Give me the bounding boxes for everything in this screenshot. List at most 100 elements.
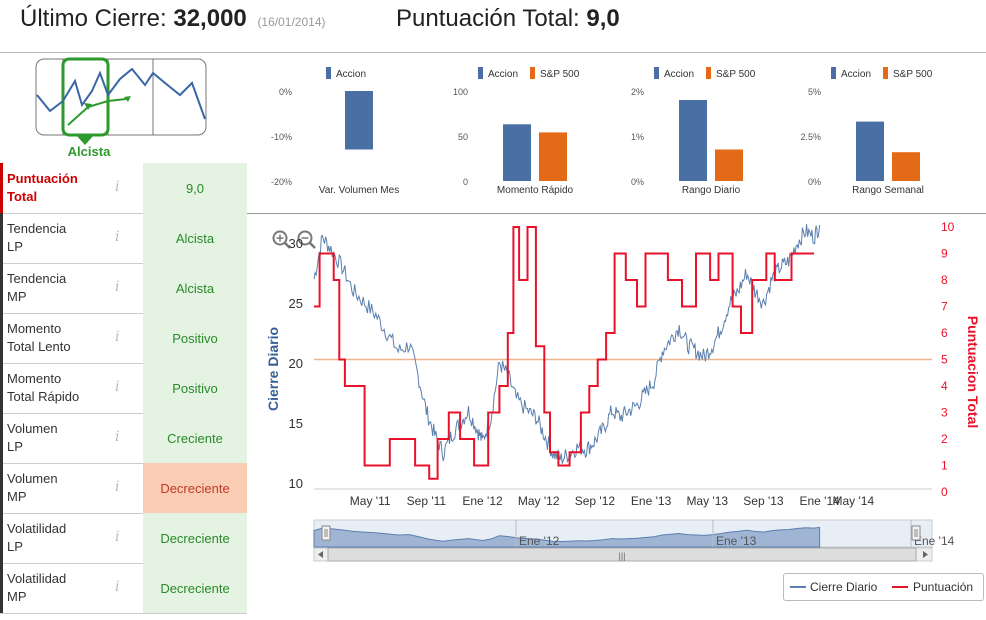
legend-item-puntuacion[interactable]: Puntuación [913,580,973,594]
score-row-value: Positivo [143,313,247,363]
info-icon[interactable]: i [115,229,120,245]
y-right-tick: 6 [941,326,948,340]
mini-y-tick: 5% [808,87,821,97]
score-row-label-line1: Volumen [7,421,58,436]
legend-item-cierre[interactable]: Cierre Diario [810,580,878,594]
score-row-label-line2: MP [7,589,27,604]
series-cierre-diario[interactable] [313,224,821,464]
legend-label: S&P 500 [716,69,756,80]
trend-selector: Alcista [0,53,247,163]
mini-bar[interactable] [679,100,707,181]
score-row-label-line2: Total Rápido [7,389,80,404]
mini-chart: Accion S&P 500 100 50 0 Momento Rápido [453,67,580,196]
score-row-label-line1: Tendencia [7,221,67,236]
y-left-tick: 20 [289,356,303,371]
mini-y-tick: 0% [808,177,821,187]
mini-bar[interactable] [345,91,373,150]
info-icon[interactable]: i [115,179,120,195]
total-score-value: 9,0 [586,5,620,32]
legend-swatch [326,67,331,79]
legend-label: S&P 500 [893,69,933,80]
y-right-tick: 4 [941,379,948,393]
mini-bar[interactable] [715,149,743,182]
score-row-label-line1: Tendencia [7,271,67,286]
mini-bar[interactable] [856,121,884,181]
score-row-value: Alcista [143,213,247,263]
y-left-tick: 10 [289,476,303,491]
info-icon[interactable]: i [115,529,120,545]
score-row-label-line1: Volatilidad [7,571,67,586]
score-row: Volatilidad LP i Decreciente [0,513,247,564]
mini-chart: Accion 0% -10% -20% Var. Volumen Mes [271,67,399,196]
navigator-handle-left[interactable] [321,525,331,541]
mini-y-tick: 2% [631,87,644,97]
navigator-label: Ene '13 [716,534,757,548]
y-right-tick: 10 [941,220,955,234]
scrollbar-thumb[interactable] [327,547,917,562]
price-score-chart: 10 15 20 25 30 0 1 2 3 4 5 6 7 8 9 10 Cierre Diario Puntu… [250,215,986,615]
score-row-label-line1: Momento [7,321,62,336]
info-icon[interactable]: i [115,479,120,495]
score-row-value: Decreciente [143,513,247,563]
last-close-date: (16/01/2014) [257,15,326,29]
mini-bar[interactable] [892,152,920,181]
total-score: Puntuación Total: 9,0 [396,5,620,33]
score-row-value: Decreciente [143,463,247,513]
x-tick: Ene '12 [462,494,503,508]
mini-bar[interactable] [539,132,567,181]
y-right-tick: 5 [941,353,948,367]
scroll-right-icon[interactable] [923,551,928,558]
legend-label: Accion [336,69,366,80]
zoom-out-icon[interactable] [297,230,316,249]
score-row-label: Volumen MP [0,463,143,513]
info-icon[interactable]: i [115,279,120,295]
y-right-tick: 8 [941,273,948,287]
mini-chart: Accion S&P 500 5% 2.5% 0% Rango Semanal [800,67,933,196]
score-row-label: Momento Total Rápido [0,363,143,413]
scroll-left-icon[interactable] [318,551,323,558]
x-tick: May '11 [350,494,391,508]
score-row-label: Volatilidad MP [0,563,143,613]
score-row-label: Momento Total Lento [0,313,143,363]
trend-arrow-line [107,98,127,102]
last-close-value: 32,000 [173,5,247,32]
trend-pointer [76,135,94,145]
navigator-handle-right[interactable] [911,525,921,541]
legend-swatch [478,67,483,79]
score-row-label: Tendencia MP [0,263,143,313]
x-tick: May '13 [686,494,728,508]
zoom-in-icon[interactable] [272,230,291,249]
scrollbar-grip-icon: ||| [618,551,625,561]
legend-svg: Cierre Diario Puntuación [790,580,973,594]
navigator[interactable]: Ene '12 Ene '13 Ene '14 [313,519,955,548]
series-puntuacion[interactable] [314,226,814,480]
mini-bar[interactable] [503,124,531,181]
info-icon[interactable]: i [115,329,120,345]
mini-chart-title: Var. Volumen Mes [319,185,399,196]
score-row: Tendencia MP i Alcista [0,263,247,314]
legend-label: S&P 500 [540,69,580,80]
mini-y-tick: 100 [453,87,468,97]
y-left-tick: 30 [289,236,303,251]
score-row-label: Volumen LP [0,413,143,463]
info-icon[interactable]: i [115,379,120,395]
score-row-label-line1: Puntuación [7,171,78,186]
y-right-tick: 9 [941,247,948,261]
info-icon[interactable]: i [115,579,120,595]
section-divider [247,213,986,214]
total-score-label: Puntuación Total: [396,5,580,32]
x-tick: Sep '11 [407,494,447,508]
score-row-label-line1: Volatilidad [7,521,67,536]
mini-y-tick: -20% [271,177,292,187]
mini-y-tick: -10% [271,132,292,142]
score-row-label-line2: LP [7,539,23,554]
info-icon[interactable]: i [115,429,120,445]
navigator-series [313,526,821,548]
score-row-value: Positivo [143,363,247,413]
mini-y-tick: 2.5% [800,132,821,142]
indicator-charts-svg: Accion 0% -10% -20% Var. Volumen Mes Accion S&… [271,67,933,196]
legend-swatch [530,67,535,79]
score-row-label-line2: MP [7,489,27,504]
score-row: Volumen MP i Decreciente [0,463,247,514]
trend-arrow-head [124,96,131,102]
